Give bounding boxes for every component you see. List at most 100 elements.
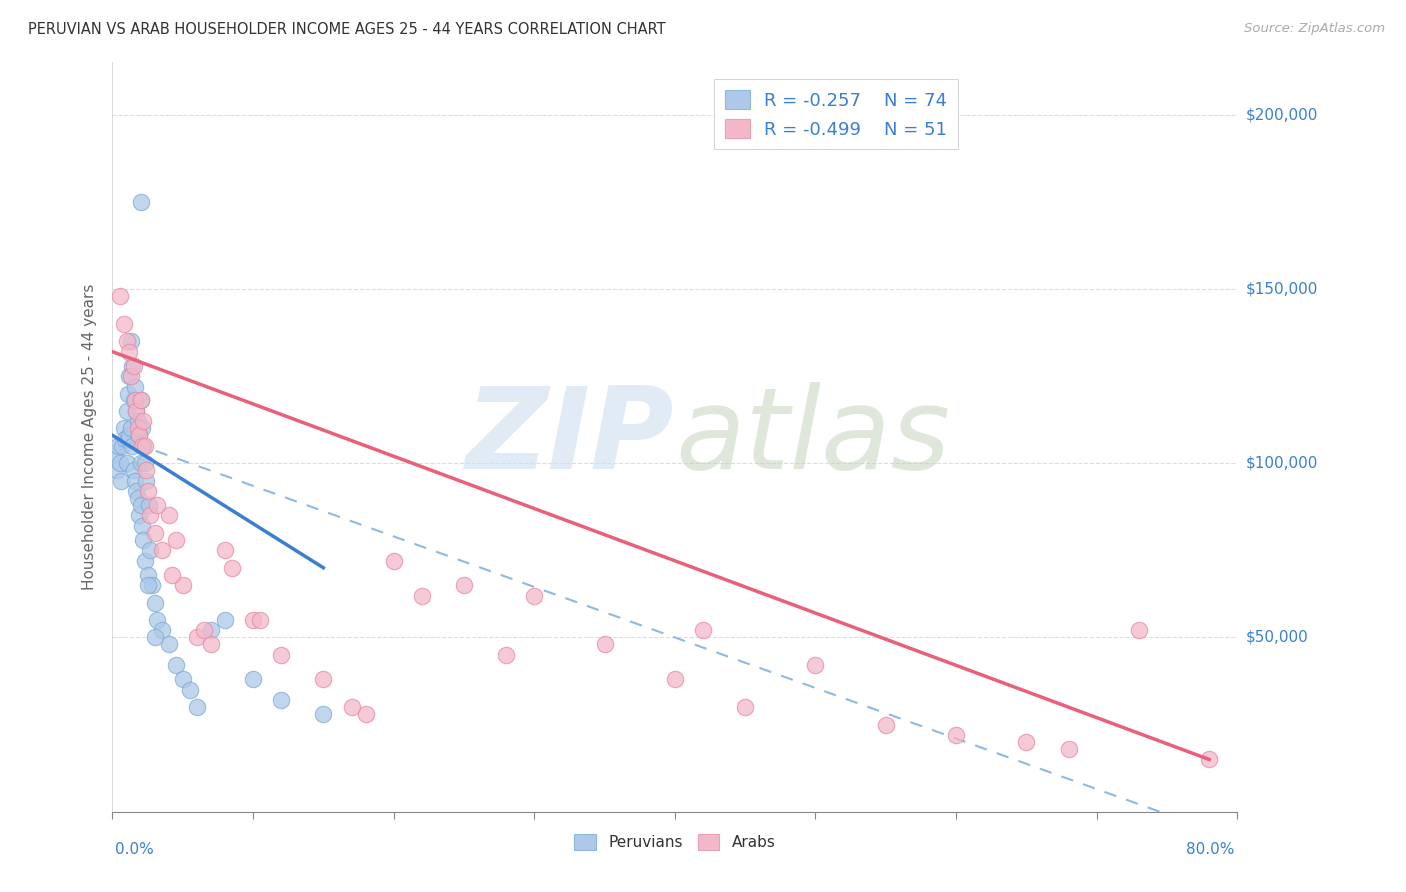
Point — [734, 700, 756, 714]
Point — [945, 728, 967, 742]
Point — [128, 428, 150, 442]
Text: $150,000: $150,000 — [1246, 282, 1317, 296]
Point — [157, 508, 180, 523]
Point — [804, 658, 827, 673]
Point — [143, 525, 166, 540]
Point — [453, 578, 475, 592]
Point — [221, 561, 243, 575]
Point — [108, 289, 131, 303]
Point — [157, 637, 180, 651]
Point — [128, 508, 150, 523]
Point — [242, 673, 264, 687]
Point — [120, 334, 142, 349]
Point — [112, 317, 135, 331]
Point — [125, 404, 148, 418]
Point — [340, 700, 363, 714]
Point — [495, 648, 517, 662]
Text: $200,000: $200,000 — [1246, 107, 1317, 122]
Point — [129, 393, 152, 408]
Text: atlas: atlas — [675, 382, 950, 492]
Point — [179, 682, 201, 697]
Point — [127, 421, 149, 435]
Point — [129, 456, 152, 470]
Point — [121, 439, 143, 453]
Point — [242, 613, 264, 627]
Point — [186, 700, 208, 714]
Point — [200, 624, 222, 638]
Point — [354, 707, 377, 722]
Point — [136, 567, 159, 582]
Point — [132, 439, 155, 453]
Point — [382, 554, 405, 568]
Point — [122, 359, 145, 373]
Point — [111, 439, 134, 453]
Point — [1057, 742, 1080, 756]
Point — [193, 624, 215, 638]
Text: Source: ZipAtlas.com: Source: ZipAtlas.com — [1244, 22, 1385, 36]
Point — [523, 589, 546, 603]
Text: $50,000: $50,000 — [1246, 630, 1309, 645]
Point — [122, 393, 145, 408]
Point — [125, 484, 148, 499]
Point — [312, 673, 335, 687]
Point — [160, 567, 183, 582]
Point — [105, 463, 128, 477]
Point — [150, 624, 173, 638]
Text: 80.0%: 80.0% — [1187, 842, 1234, 857]
Point — [129, 393, 152, 408]
Point — [117, 432, 139, 446]
Point — [138, 498, 160, 512]
Point — [593, 637, 616, 651]
Point — [150, 543, 173, 558]
Point — [118, 369, 141, 384]
Point — [270, 648, 292, 662]
Point — [120, 369, 142, 384]
Legend: Peruvians, Arabs: Peruvians, Arabs — [568, 829, 782, 856]
Point — [143, 596, 166, 610]
Point — [131, 439, 153, 453]
Point — [124, 379, 146, 393]
Point — [136, 578, 159, 592]
Point — [214, 543, 236, 558]
Point — [214, 613, 236, 627]
Point — [1128, 624, 1150, 638]
Point — [692, 624, 714, 638]
Point — [132, 414, 155, 428]
Point — [115, 334, 138, 349]
Point — [112, 421, 135, 435]
Point — [127, 414, 149, 428]
Y-axis label: Householder Income Ages 25 - 44 years: Householder Income Ages 25 - 44 years — [82, 284, 97, 591]
Point — [141, 578, 163, 592]
Point — [1198, 752, 1220, 766]
Point — [128, 428, 150, 442]
Point — [108, 456, 131, 470]
Point — [172, 673, 194, 687]
Point — [118, 344, 141, 359]
Point — [115, 456, 138, 470]
Point — [186, 631, 208, 645]
Point — [125, 404, 148, 418]
Point — [875, 717, 897, 731]
Text: ZIP: ZIP — [467, 382, 675, 492]
Point — [127, 491, 149, 505]
Point — [1015, 735, 1038, 749]
Point — [143, 631, 166, 645]
Point — [139, 543, 162, 558]
Point — [110, 474, 132, 488]
Point — [129, 498, 152, 512]
Point — [122, 463, 145, 477]
Point — [270, 693, 292, 707]
Point — [135, 463, 157, 477]
Point — [120, 421, 142, 435]
Point — [146, 613, 169, 627]
Point — [129, 194, 152, 209]
Text: $100,000: $100,000 — [1246, 456, 1317, 471]
Point — [200, 637, 222, 651]
Point — [134, 439, 156, 453]
Point — [134, 554, 156, 568]
Point — [146, 498, 169, 512]
Point — [312, 707, 335, 722]
Point — [107, 439, 129, 453]
Point — [132, 533, 155, 547]
Point — [134, 456, 156, 470]
